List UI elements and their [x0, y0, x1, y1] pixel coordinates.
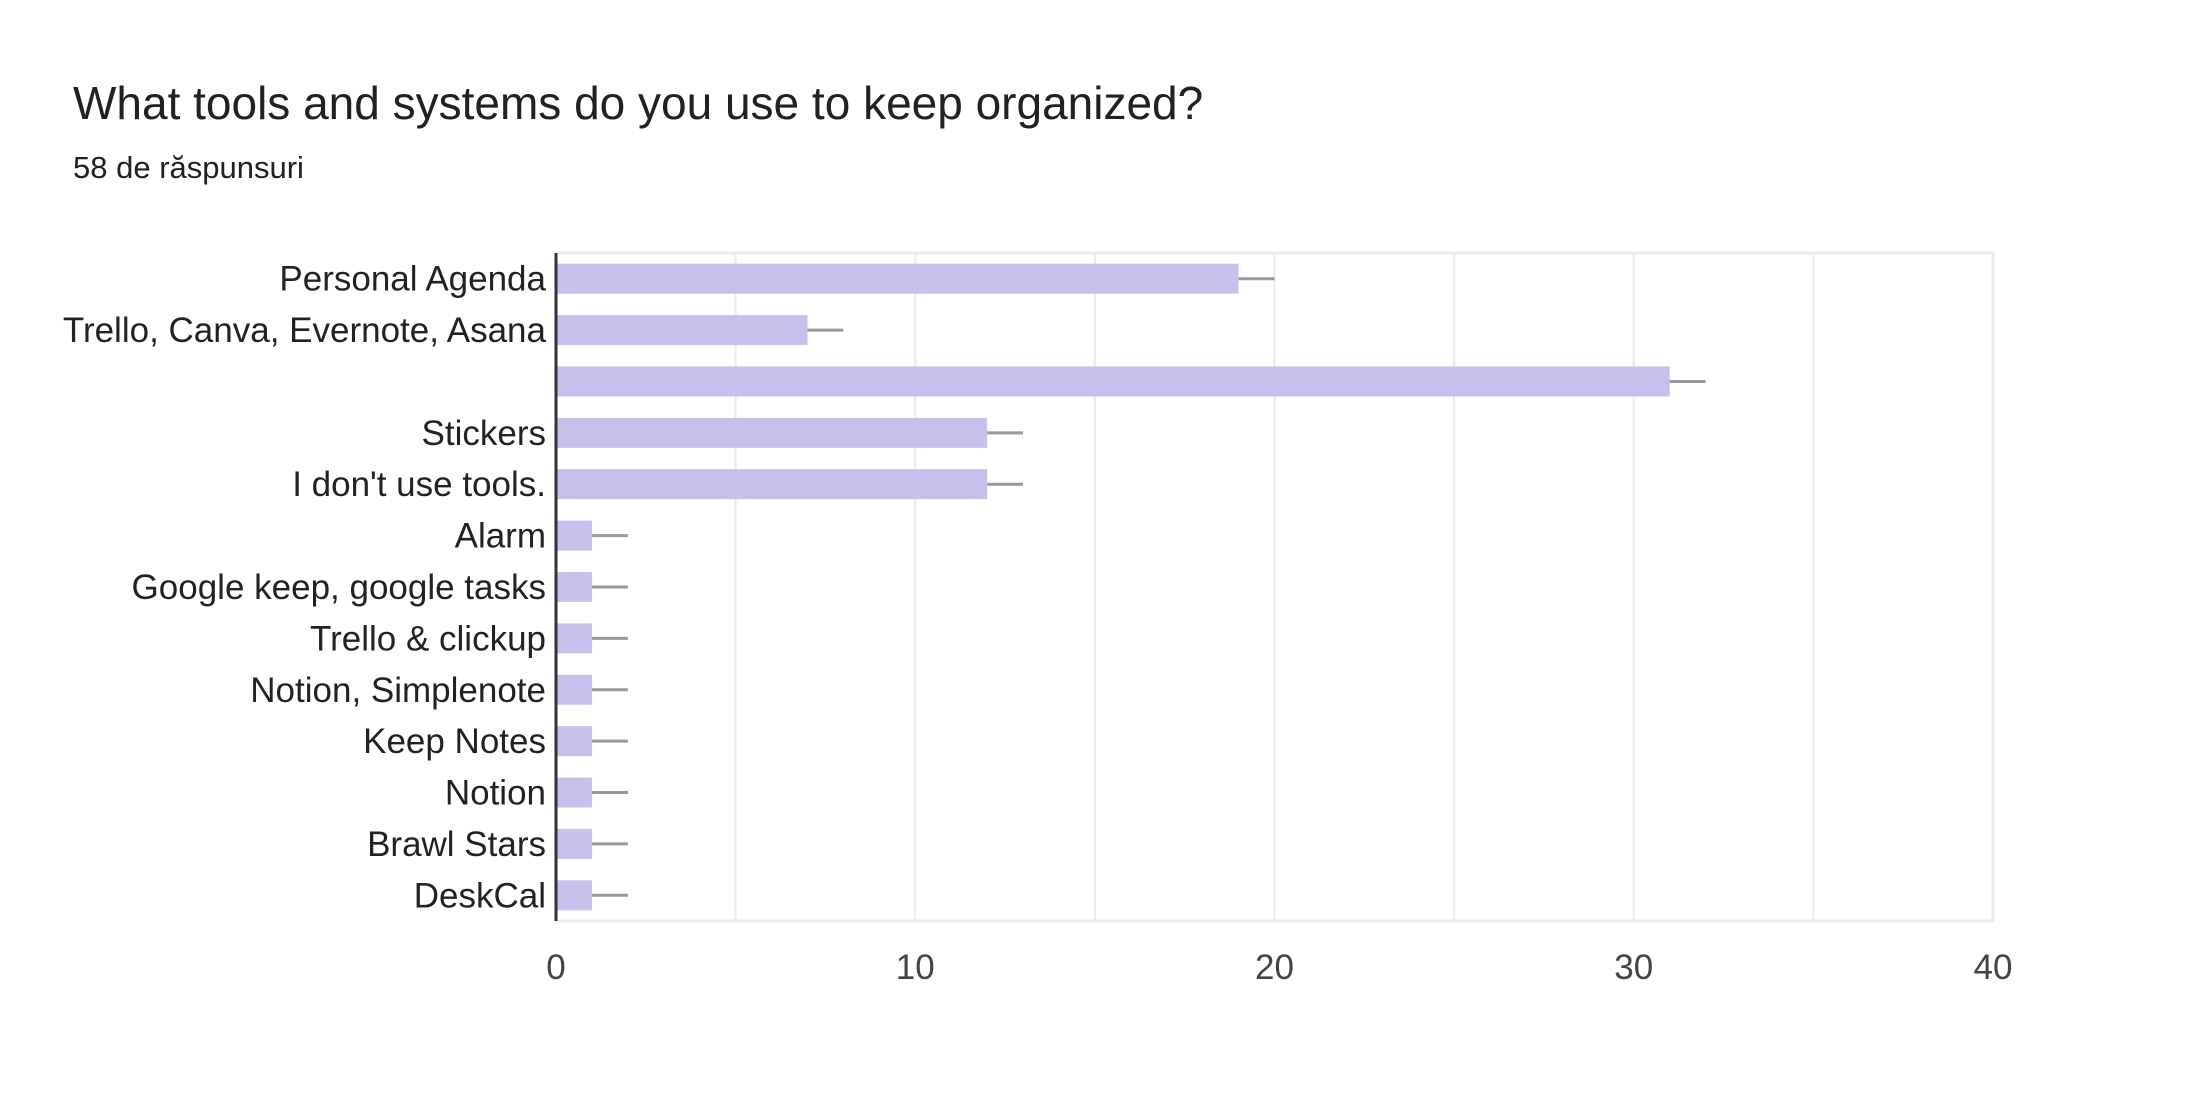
category-label: I don't use tools.	[292, 465, 546, 504]
bar	[556, 366, 1670, 397]
bar	[556, 263, 1239, 294]
category-labels: Personal Agenda Trello, Canva, Evernote, …	[63, 253, 558, 921]
bar	[556, 469, 988, 500]
x-axis-ticks: 0 10 20 30 40	[546, 948, 2012, 987]
x-tick-label: 30	[1614, 948, 1653, 987]
x-tick-label: 0	[546, 948, 565, 987]
bar	[556, 828, 592, 859]
category-label: Google keep, google tasks	[132, 568, 546, 607]
x-tick-label: 20	[1255, 948, 1294, 987]
bar	[556, 623, 592, 654]
bar	[556, 315, 808, 346]
x-tick-label: 10	[896, 948, 935, 987]
category-label: Stickers	[422, 414, 546, 453]
bar	[556, 417, 988, 448]
x-tick-label: 40	[1974, 948, 2013, 987]
category-label: Trello & clickup	[310, 619, 546, 658]
category-label: Alarm	[455, 517, 546, 556]
bar	[556, 572, 592, 602]
category-label: Notion, Simplenote	[250, 671, 546, 710]
category-label: Trello, Canva, Evernote, Asana	[63, 311, 547, 350]
grid-layer	[554, 251, 1995, 923]
bar	[556, 777, 592, 808]
category-label: Keep Notes	[363, 722, 546, 761]
chart-title: What tools and systems do you use to kee…	[73, 77, 1204, 129]
category-label: Brawl Stars	[367, 825, 546, 864]
chart-subtitle: 58 de răspunsuri	[73, 150, 304, 185]
bar	[556, 674, 592, 705]
bar	[556, 726, 592, 757]
bar	[556, 880, 592, 911]
category-label: Notion	[445, 774, 546, 813]
bar	[556, 520, 592, 551]
category-label: DeskCal	[414, 876, 546, 915]
bar-layer	[556, 263, 1706, 911]
category-label: Personal Agenda	[279, 260, 546, 299]
